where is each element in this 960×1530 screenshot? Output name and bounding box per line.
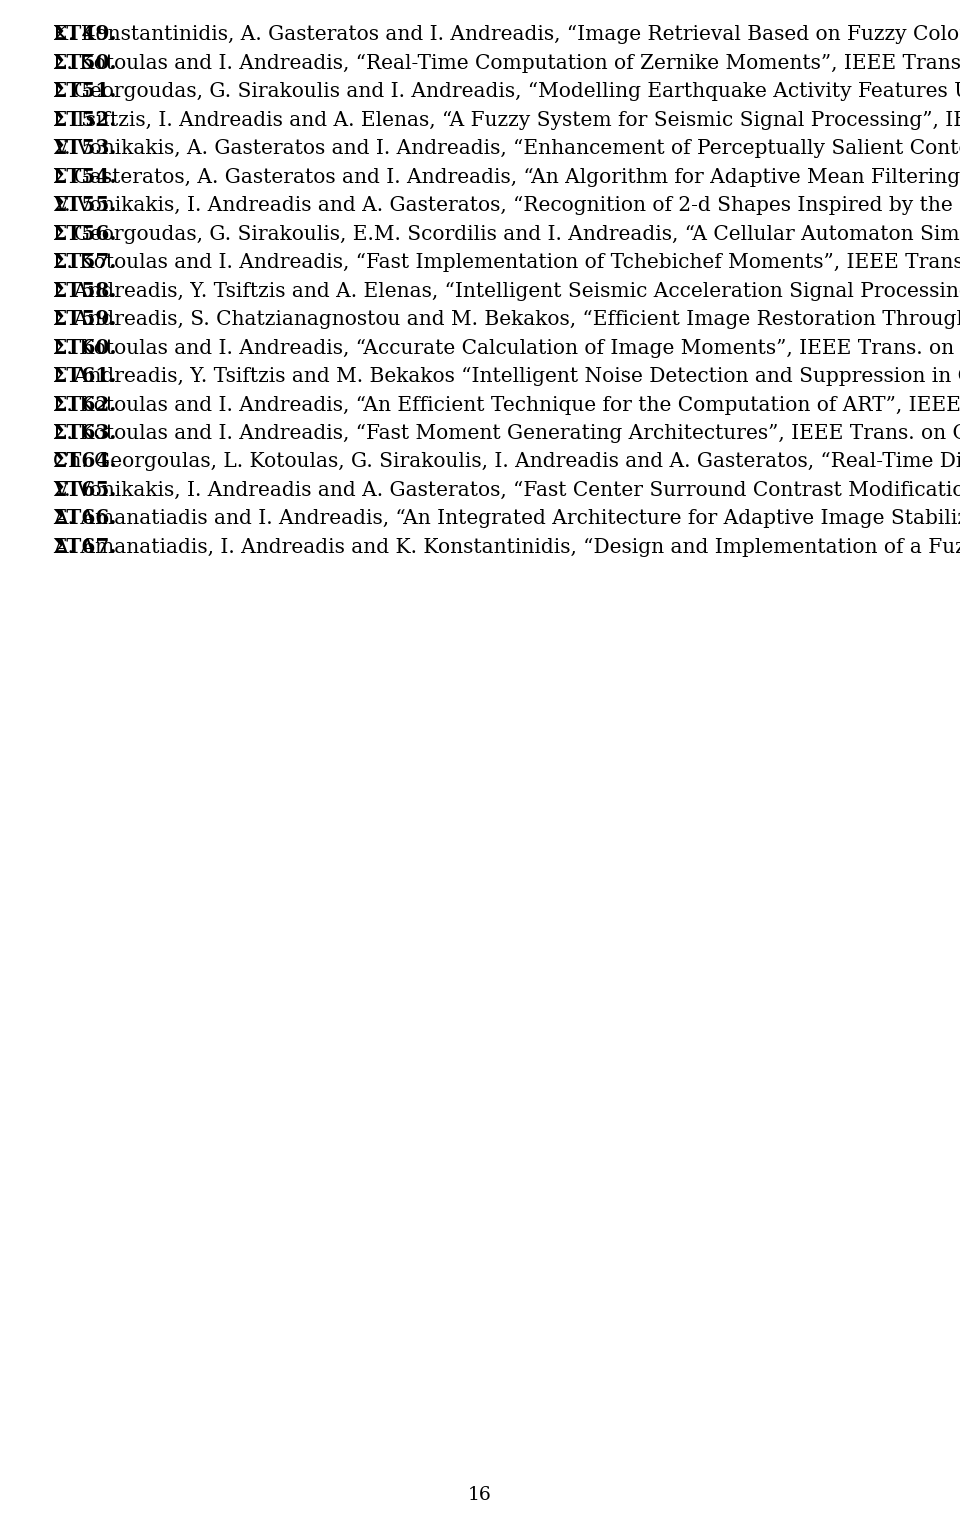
Text: ΣT63.: ΣT63. [52,422,116,444]
Text: ΣT58.: ΣT58. [52,280,116,300]
Text: ΣT61.: ΣT61. [52,366,116,386]
Text: I. Georgoudas, G. Sirakoulis, E.M. Scordilis and I. Andreadis, “A Cellular Autom: I. Georgoudas, G. Sirakoulis, E.M. Scord… [53,225,960,243]
Text: ΣT62.: ΣT62. [52,395,116,415]
Text: 16: 16 [468,1486,492,1504]
Text: L. Kotoulas and I. Andreadis, “Fast Moment Generating Architectures”, IEEE Trans: L. Kotoulas and I. Andreadis, “Fast Mome… [53,424,960,444]
Text: ΣT57.: ΣT57. [52,252,116,272]
Text: I. Andreadis, Y. Tsiftzis and A. Elenas, “Intelligent Seismic Acceleration Signa: I. Andreadis, Y. Tsiftzis and A. Elenas,… [53,282,960,300]
Text: I. Andreadis, Y. Tsiftzis and M. Bekakos “Intelligent Noise Detection and Suppre: I. Andreadis, Y. Tsiftzis and M. Bekakos… [53,367,960,386]
Text: L. Kotoulas and I. Andreadis, “An Efficient Technique for the Computation of ART: L. Kotoulas and I. Andreadis, “An Effici… [53,395,960,415]
Text: ΣT60.: ΣT60. [52,338,116,358]
Text: ΣT59.: ΣT59. [52,309,116,329]
Text: I. Georgoudas, G. Sirakoulis and I. Andreadis, “Modelling Earthquake Activity Fe: I. Georgoudas, G. Sirakoulis and I. Andr… [53,83,960,101]
Text: A. Amanatiadis, I. Andreadis and K. Konstantinidis, “Design and Implementation o: A. Amanatiadis, I. Andreadis and K. Kons… [53,537,960,557]
Text: ΣT53.: ΣT53. [52,138,116,158]
Text: ΣT50.: ΣT50. [52,54,116,73]
Text: ΣT52.: ΣT52. [52,110,116,130]
Text: A. Amanatiadis and I. Andreadis, “An Integrated Architecture for Adaptive Image : A. Amanatiadis and I. Andreadis, “An Int… [53,509,960,528]
Text: V. Vonikakis, I. Andreadis and A. Gasteratos, “Fast Center Surround Contrast Mod: V. Vonikakis, I. Andreadis and A. Gaster… [53,480,960,500]
Text: I. Tsiftzis, I. Andreadis and A. Elenas, “A Fuzzy System for Seismic Signal Proc: I. Tsiftzis, I. Andreadis and A. Elenas,… [53,110,960,130]
Text: ΣT67.: ΣT67. [52,537,116,557]
Text: K. Konstantinidis, A. Gasteratos and I. Andreadis, “Image Retrieval Based on Fuz: K. Konstantinidis, A. Gasteratos and I. … [53,24,960,44]
Text: ΣT49.: ΣT49. [52,24,116,44]
Text: I. Andreadis, S. Chatzianagnostou and M. Bekakos, “Efficient Image Restoration T: I. Andreadis, S. Chatzianagnostou and M.… [53,311,960,329]
Text: ΣT66.: ΣT66. [52,508,116,528]
Text: ΣT51.: ΣT51. [52,81,116,101]
Text: I. Gasteratos, A. Gasteratos and I. Andreadis, “An Algorithm for Adaptive Mean F: I. Gasteratos, A. Gasteratos and I. Andr… [53,168,960,187]
Text: V. Vonikakis, I. Andreadis and A. Gasteratos, “Recognition of 2-d Shapes Inspire: V. Vonikakis, I. Andreadis and A. Gaster… [53,196,960,216]
Text: ΣT65.: ΣT65. [52,480,116,500]
Text: L. Kotoulas and I. Andreadis, “Fast Implementation of Tchebichef Moments”, IEEE : L. Kotoulas and I. Andreadis, “Fast Impl… [53,252,960,272]
Text: L. Kotoulas and I. Andreadis, “Accurate Calculation of Image Moments”, IEEE Tran: L. Kotoulas and I. Andreadis, “Accurate … [53,338,960,358]
Text: V. Vonikakis, A. Gasteratos and I. Andreadis, “Enhancement of Perceptually Salie: V. Vonikakis, A. Gasteratos and I. Andre… [53,139,960,158]
Text: ΣT56.: ΣT56. [52,223,116,243]
Text: Ch. Georgoulas, L. Kotoulas, G. Sirakoulis, I. Andreadis and A. Gasteratos, “Rea: Ch. Georgoulas, L. Kotoulas, G. Sirakoul… [53,453,960,471]
Text: ΣT64.: ΣT64. [52,451,116,471]
Text: ΣT54.: ΣT54. [52,167,116,187]
Text: ΣT55.: ΣT55. [52,196,116,216]
Text: L. Kotoulas and I. Andreadis, “Real-Time Computation of Zernike Moments”, IEEE T: L. Kotoulas and I. Andreadis, “Real-Time… [53,54,960,73]
